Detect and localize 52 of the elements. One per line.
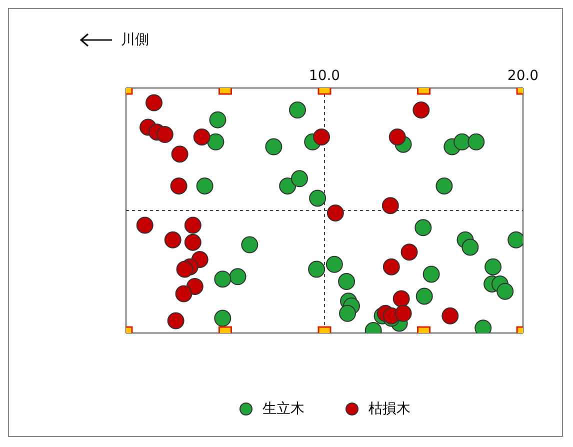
point — [442, 307, 459, 324]
point — [309, 190, 326, 207]
point — [241, 236, 258, 254]
point — [462, 238, 479, 256]
point — [184, 234, 202, 251]
point — [392, 290, 410, 308]
point — [289, 102, 306, 119]
point — [388, 128, 406, 146]
point — [279, 178, 296, 194]
point — [136, 216, 154, 234]
point — [436, 178, 453, 194]
text: 川側 — [121, 31, 149, 49]
point — [400, 244, 418, 261]
point — [196, 178, 214, 194]
point — [308, 260, 326, 278]
point — [290, 170, 308, 188]
point — [167, 312, 184, 330]
point — [326, 256, 343, 273]
point — [394, 304, 412, 322]
point — [156, 126, 174, 144]
point — [414, 219, 432, 236]
point — [145, 94, 162, 112]
point — [207, 133, 224, 150]
point — [338, 273, 356, 290]
point — [209, 111, 226, 128]
point — [496, 282, 514, 300]
point — [339, 304, 356, 322]
point — [164, 231, 182, 248]
point — [176, 260, 194, 278]
point — [214, 310, 232, 327]
x-tick-label: 10.0 — [308, 68, 340, 84]
point — [416, 288, 433, 305]
legend-label: 枯損木 — [368, 400, 410, 418]
point — [175, 285, 192, 302]
point — [326, 204, 344, 222]
point — [313, 128, 330, 146]
point — [265, 138, 282, 156]
point — [422, 266, 440, 283]
x-tick-label: 20.0 — [507, 68, 539, 84]
point — [229, 268, 246, 286]
point — [454, 133, 471, 150]
point — [484, 258, 502, 276]
legend-label: 生立木 — [262, 400, 304, 418]
point — [412, 102, 430, 119]
point — [184, 216, 202, 234]
point — [193, 128, 210, 146]
point — [382, 197, 399, 214]
point — [171, 146, 188, 163]
point — [170, 178, 188, 194]
point — [468, 133, 485, 150]
point — [382, 258, 400, 276]
point — [214, 270, 232, 288]
